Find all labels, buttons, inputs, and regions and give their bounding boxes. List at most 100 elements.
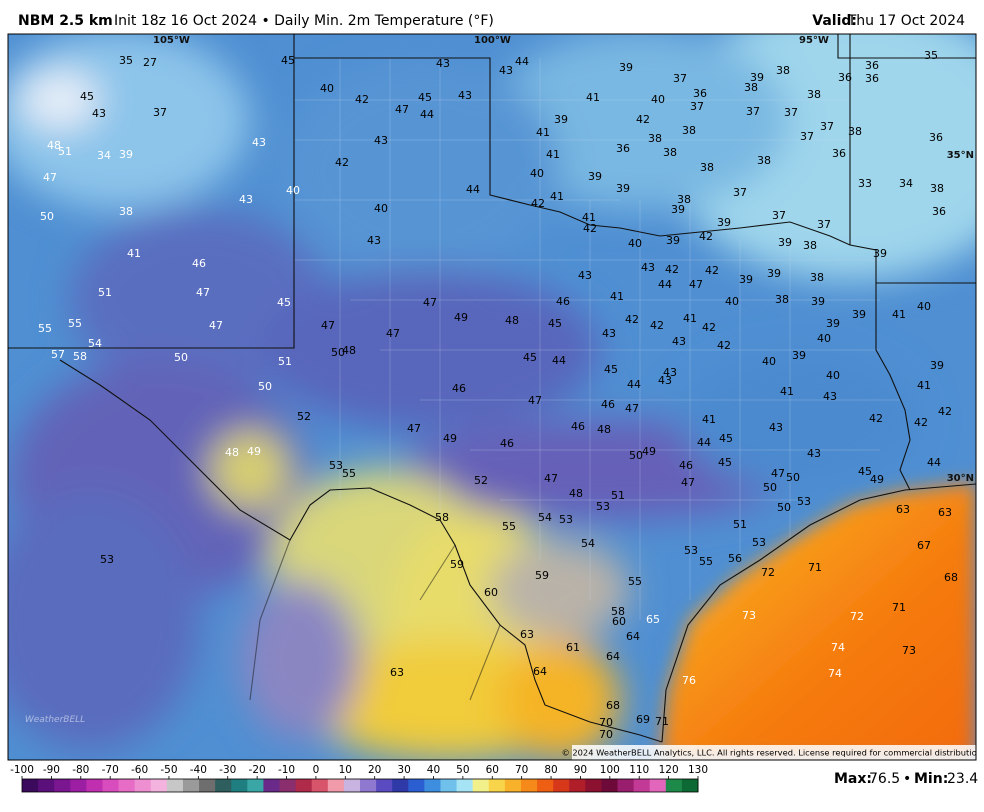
station-value: 48 [505,314,519,327]
station-value: 53 [797,495,811,508]
station-value: 46 [556,295,570,308]
colorbar-tick-label: -30 [219,764,236,776]
station-value: 36 [832,147,846,160]
station-value: 45 [281,54,295,67]
station-value: 51 [58,145,72,158]
station-value: 54 [581,537,595,550]
station-value: 38 [663,146,677,159]
station-value: 42 [914,416,928,429]
colorbar-tick-label: 20 [368,764,381,776]
station-value: 39 [811,295,825,308]
station-value: 37 [784,106,798,119]
colorbar-tick-label: 70 [515,764,528,776]
colorbar-swatch [472,779,490,792]
station-value: 40 [917,300,931,313]
station-value: 37 [817,218,831,231]
station-value: 50 [40,210,54,223]
station-value: 38 [682,124,696,137]
station-value: 38 [677,193,691,206]
station-value: 37 [733,186,747,199]
station-value: 47 [386,327,400,340]
colorbar-swatch [617,779,635,792]
station-value: 45 [604,363,618,376]
colorbar-swatch [182,779,200,792]
station-value: 42 [335,156,349,169]
station-value: 72 [850,610,864,623]
station-value: 47 [321,319,335,332]
station-value: 42 [636,113,650,126]
colorbar-swatch [343,779,361,792]
station-value: 38 [744,81,758,94]
colorbar-swatch [38,779,55,792]
station-value: 54 [88,337,102,350]
station-value: 39 [750,71,764,84]
station-value: 48 [225,446,239,459]
station-value: 50 [777,501,791,514]
station-value: 53 [329,459,343,472]
station-value: 47 [209,319,223,332]
station-value: 44 [927,456,941,469]
station-value: 42 [869,412,883,425]
station-value: 64 [533,665,547,678]
station-value: 45 [548,317,562,330]
colorbar-swatch [488,779,506,792]
station-value: 39 [616,182,630,195]
station-value: 51 [278,355,292,368]
grid-label: 30°N [947,473,974,484]
valid-label: Valid: [812,13,857,29]
station-value: 71 [892,601,906,614]
station-value: 40 [651,93,665,106]
station-value: 47 [771,467,785,480]
station-value: 55 [38,322,52,335]
station-value: 38 [757,154,771,167]
station-value: 37 [673,72,687,85]
station-value: 40 [286,184,300,197]
station-value: 41 [127,247,141,260]
station-value: 41 [586,91,600,104]
valid-date: Thu 17 Oct 2024 [847,13,965,29]
colorbar-swatch [633,779,651,792]
station-value: 43 [252,136,266,149]
station-value: 50 [629,449,643,462]
colorbar-tick-label: 30 [397,764,410,776]
station-value: 34 [899,177,913,190]
colorbar-swatch [215,779,232,792]
station-value: 41 [780,385,794,398]
colorbar-tick-label: -60 [131,764,148,776]
station-value: 37 [153,106,167,119]
station-value: 40 [725,295,739,308]
max-value: 76.5 [869,771,900,787]
station-value: 40 [628,237,642,250]
station-value: 44 [658,278,672,291]
station-value: 43 [578,269,592,282]
station-value: 63 [520,628,534,641]
station-value: 39 [873,247,887,260]
colorbar-tick-label: 40 [427,764,440,776]
station-value: 70 [599,716,613,729]
station-value: 69 [636,713,650,726]
station-value: 46 [571,420,585,433]
station-value: 39 [666,234,680,247]
station-value: 40 [320,82,334,95]
station-value: 76 [682,674,696,687]
station-value: 33 [858,177,872,190]
station-value: 58 [611,605,625,618]
grid-label: 35°N [947,150,974,161]
station-value: 53 [100,553,114,566]
station-value: 44 [627,378,641,391]
station-value: 42 [531,197,545,210]
colorbar-tick-label: 10 [339,764,352,776]
station-value: 38 [810,271,824,284]
station-value: 43 [602,327,616,340]
colorbar-swatch [86,779,103,792]
grid-label: 105°W [153,35,190,46]
station-value: 63 [938,506,952,519]
station-value: 39 [588,170,602,183]
min-value: 23.4 [947,771,978,787]
station-value: 61 [566,641,580,654]
station-value: 36 [865,72,879,85]
colorbar-swatch [327,779,345,792]
station-value: 72 [761,566,775,579]
